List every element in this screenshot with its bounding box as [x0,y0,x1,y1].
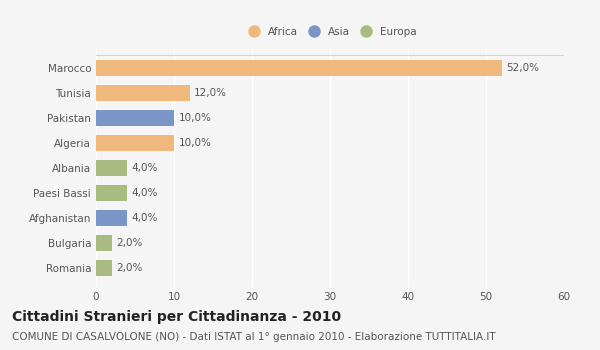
Text: 10,0%: 10,0% [179,113,212,123]
Text: 10,0%: 10,0% [179,138,212,148]
Bar [96,85,190,101]
Text: COMUNE DI CASALVOLONE (NO) - Dati ISTAT al 1° gennaio 2010 - Elaborazione TUTTIT: COMUNE DI CASALVOLONE (NO) - Dati ISTAT … [12,332,496,343]
Text: Cittadini Stranieri per Cittadinanza - 2010: Cittadini Stranieri per Cittadinanza - 2… [12,310,341,324]
Bar [96,260,112,276]
Bar [96,110,174,126]
Text: 2,0%: 2,0% [116,238,143,248]
Bar [96,235,112,251]
Bar [96,160,127,176]
Text: 12,0%: 12,0% [194,88,227,98]
Bar [96,135,174,151]
Text: 4,0%: 4,0% [132,163,158,173]
Legend: Africa, Asia, Europa: Africa, Asia, Europa [241,25,419,39]
Bar [96,210,127,226]
Bar [96,185,127,201]
Text: 4,0%: 4,0% [132,213,158,223]
Text: 4,0%: 4,0% [132,188,158,198]
Bar [96,60,502,76]
Text: 2,0%: 2,0% [116,263,143,273]
Text: 52,0%: 52,0% [506,63,539,73]
